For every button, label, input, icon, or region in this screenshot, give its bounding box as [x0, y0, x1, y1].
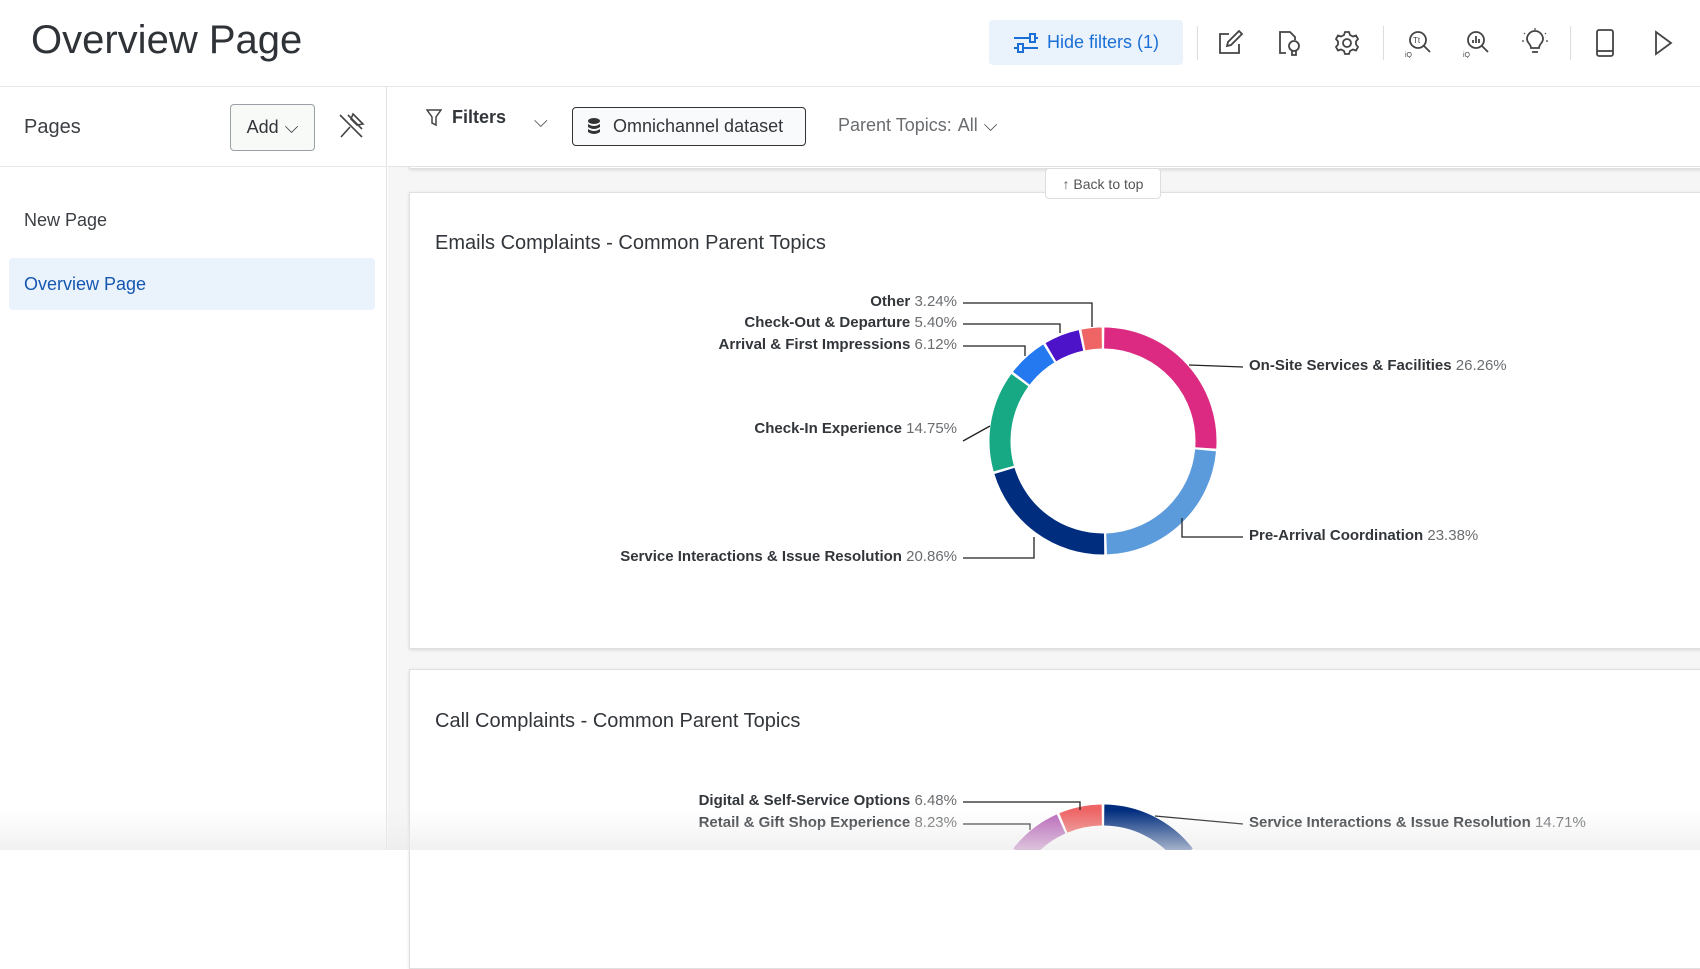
leader-line [963, 537, 1035, 559]
slice-label: Service Interactions & Issue Resolution [1249, 814, 1531, 831]
slice-percent: 6.48% [914, 792, 957, 809]
data-label: Retail & Gift Shop Experience 8.23% [699, 814, 957, 831]
chart0-slice-3[interactable] [989, 373, 1029, 472]
chevron-down-icon: ⌵ [284, 117, 299, 137]
sidebar-item-label: New Page [24, 209, 108, 230]
filter-sliders-icon [1013, 32, 1038, 53]
svg-text:Tt: Tt [1413, 36, 1421, 45]
leader-line [963, 302, 1093, 327]
divider [1197, 26, 1198, 60]
parent-topics-value: All [957, 115, 978, 135]
sidebar-header: Pages Add ⌵ [0, 87, 386, 167]
text-iq-icon[interactable]: Tt iQ [1401, 26, 1435, 60]
leader-line [962, 425, 991, 442]
stats-iq-icon[interactable]: iQ [1459, 26, 1493, 60]
slice-label: Check-Out & Departure [744, 314, 911, 331]
leader-line [1181, 518, 1243, 538]
data-label: Arrival & First Impressions 6.12% [719, 336, 957, 353]
sidebar-item-overview-page[interactable]: Overview Page [9, 258, 375, 310]
chevron-down-icon: ⌵ [983, 115, 998, 135]
slice-percent: 3.24% [914, 293, 957, 310]
page-header: Overview Page Hide filters (1) Tt iQ iQ [0, 0, 1700, 87]
leader-line [963, 345, 1026, 356]
unpin-icon[interactable] [336, 111, 366, 141]
filters-toggle[interactable]: Filters [426, 107, 506, 128]
data-label: Pre-Arrival Coordination 23.38% [1249, 527, 1478, 544]
add-page-button[interactable]: Add ⌵ [230, 104, 315, 151]
chart0-slice-0[interactable] [1103, 327, 1217, 449]
slice-label: On-Site Services & Facilities [1249, 357, 1452, 374]
dataset-label: Omnichannel dataset [613, 116, 784, 136]
filters-label: Filters [452, 107, 507, 127]
add-label: Add [246, 117, 279, 137]
chart0-slice-5[interactable] [1045, 330, 1084, 362]
widget-card-emails: Emails Complaints - Common Parent Topics [409, 192, 1700, 649]
lightbulb-icon[interactable] [1518, 26, 1552, 60]
slice-percent: 8.23% [914, 814, 957, 831]
slice-percent: 5.40% [914, 314, 957, 331]
divider [1383, 26, 1384, 60]
slice-label: Retail & Gift Shop Experience [698, 814, 911, 831]
parent-topics-filter[interactable]: Parent Topics: All ⌵ [838, 115, 997, 136]
slice-percent: 14.75% [906, 420, 957, 437]
chart0-slice-1[interactable] [1105, 449, 1217, 555]
sidebar-item-new-page[interactable]: New Page [9, 194, 375, 246]
svg-text:iQ: iQ [1405, 52, 1413, 58]
leader-line [963, 801, 1081, 810]
chart0-slice-2[interactable] [994, 467, 1105, 555]
sidebar-title: Pages [24, 116, 81, 138]
data-label: Service Interactions & Issue Resolution … [1249, 814, 1586, 831]
data-label: Check-In Experience 14.75% [754, 420, 957, 437]
widget-title: Emails Complaints - Common Parent Topics [435, 232, 826, 254]
dataset-button[interactable]: Omnichannel dataset [572, 107, 806, 146]
funnel-icon [426, 108, 442, 126]
chevron-down-icon[interactable]: ⌵ [534, 111, 548, 131]
data-label: Service Interactions & Issue Resolution … [620, 548, 957, 565]
slice-label: Check-In Experience [754, 420, 902, 437]
slice-percent: 26.26% [1455, 357, 1507, 374]
slice-percent: 23.38% [1427, 527, 1479, 544]
slice-label: Other [870, 293, 911, 310]
chart0-slice-4[interactable] [1013, 344, 1055, 385]
svg-text:iQ: iQ [1463, 52, 1471, 58]
slice-label: Digital & Self-Service Options [698, 792, 911, 809]
slice-label: Arrival & First Impressions [718, 336, 911, 353]
pages-sidebar: Pages Add ⌵ New Page Overview Page [0, 87, 387, 850]
slice-label: Service Interactions & Issue Resolution [620, 548, 902, 565]
back-to-top-button[interactable]: ↑ Back to top [1045, 168, 1161, 199]
play-icon[interactable] [1646, 26, 1680, 60]
hide-filters-label: Hide filters (1) [1046, 32, 1160, 52]
page-title: Overview Page [31, 18, 303, 62]
settings-icon[interactable] [1330, 26, 1364, 60]
widget-title: Call Complaints - Common Parent Topics [435, 710, 801, 732]
divider [1570, 26, 1571, 60]
insights-page-icon[interactable] [1272, 26, 1306, 60]
leader-line [1188, 364, 1244, 368]
edit-icon[interactable] [1213, 26, 1247, 60]
slice-percent: 6.12% [914, 336, 957, 353]
sidebar-item-label: Overview Page [24, 273, 147, 294]
mobile-preview-icon[interactable] [1588, 26, 1622, 60]
chart-labels: On-Site Services & Facilities 26.26% Pre-… [620, 293, 1586, 831]
hide-filters-button[interactable]: Hide filters (1) [989, 20, 1183, 65]
slice-percent: 14.71% [1534, 814, 1586, 831]
data-label: Digital & Self-Service Options 6.48% [699, 792, 957, 809]
filter-bar: Filters ⌵ Omnichannel dataset Parent Top… [388, 87, 1700, 167]
data-label: Other 3.24% [870, 293, 957, 310]
slice-label: Pre-Arrival Coordination [1249, 527, 1424, 544]
database-icon [588, 117, 600, 134]
data-label: On-Site Services & Facilities 26.26% [1249, 357, 1507, 374]
chart0-slice-6[interactable] [1081, 327, 1103, 351]
slice-percent: 20.86% [906, 548, 957, 565]
leader-line [963, 323, 1061, 333]
data-label: Check-Out & Departure 5.40% [744, 314, 957, 331]
parent-topics-label: Parent Topics: [838, 115, 952, 135]
